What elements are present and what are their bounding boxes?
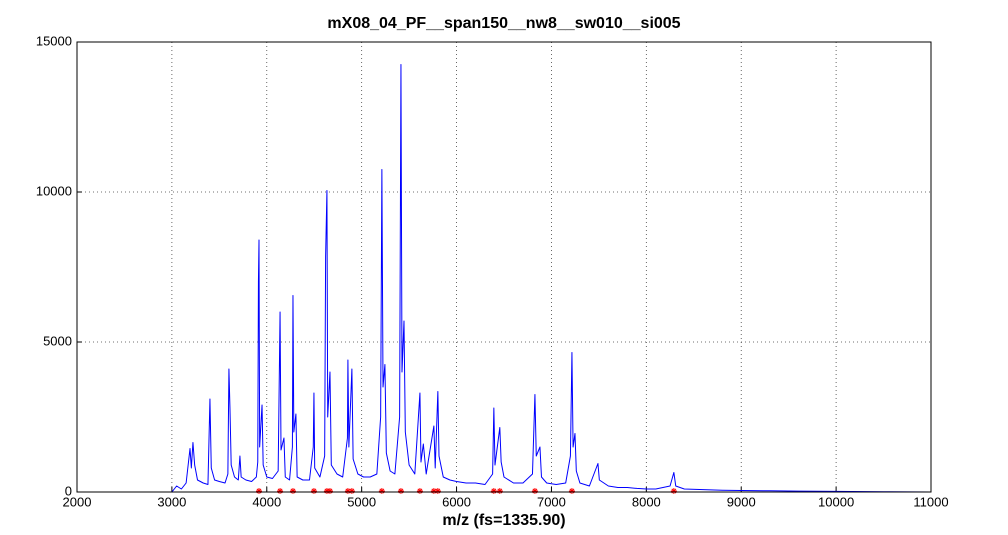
chart-title: mX08_04_PF__span150__nw8__sw010__si005 (327, 15, 680, 32)
peak-marker (430, 488, 437, 494)
x-axis-label: m/z (fs=1335.90) (442, 512, 565, 529)
y-tick-label: 15000 (36, 33, 72, 48)
x-tick-label: 10000 (818, 494, 854, 509)
x-tick-label: 3000 (157, 494, 186, 509)
peak-marker (416, 488, 423, 494)
peak-marker (344, 488, 351, 494)
x-tick-label: 5000 (347, 494, 376, 509)
y-tick-label: 5000 (43, 333, 72, 348)
x-tick-label: 7000 (537, 494, 566, 509)
plot-area (171, 64, 932, 494)
y-tick-label: 0 (65, 483, 72, 498)
peak-marker (255, 488, 262, 494)
x-tick-label: 2000 (63, 494, 92, 509)
peak-marker (378, 488, 385, 494)
peak-marker (496, 488, 503, 494)
peak-marker (531, 488, 538, 494)
peak-marker (323, 488, 330, 494)
peak-marker (670, 488, 677, 494)
peak-marker (289, 488, 296, 494)
peak-marker (568, 488, 575, 494)
peak-marker (310, 488, 317, 494)
peak-marker (326, 488, 333, 494)
peak-marker (434, 488, 441, 494)
x-tick-label: 11000 (913, 494, 948, 509)
axes-frame (76, 41, 932, 493)
spectrum-line (171, 64, 932, 493)
peak-marker (348, 488, 355, 494)
grid: 2000 3000 4000 5000 6000 7000 8000 9000 10000 110… (36, 33, 949, 509)
x-tick-label: 9000 (727, 494, 756, 509)
x-tick-label: 6000 (442, 494, 471, 509)
peak-marker (397, 488, 404, 494)
peak-marker (277, 488, 284, 494)
peak-marker (490, 488, 497, 494)
x-tick-label: 8000 (632, 494, 661, 509)
y-tick-label: 10000 (36, 183, 72, 198)
x-tick-label: 4000 (252, 494, 281, 509)
